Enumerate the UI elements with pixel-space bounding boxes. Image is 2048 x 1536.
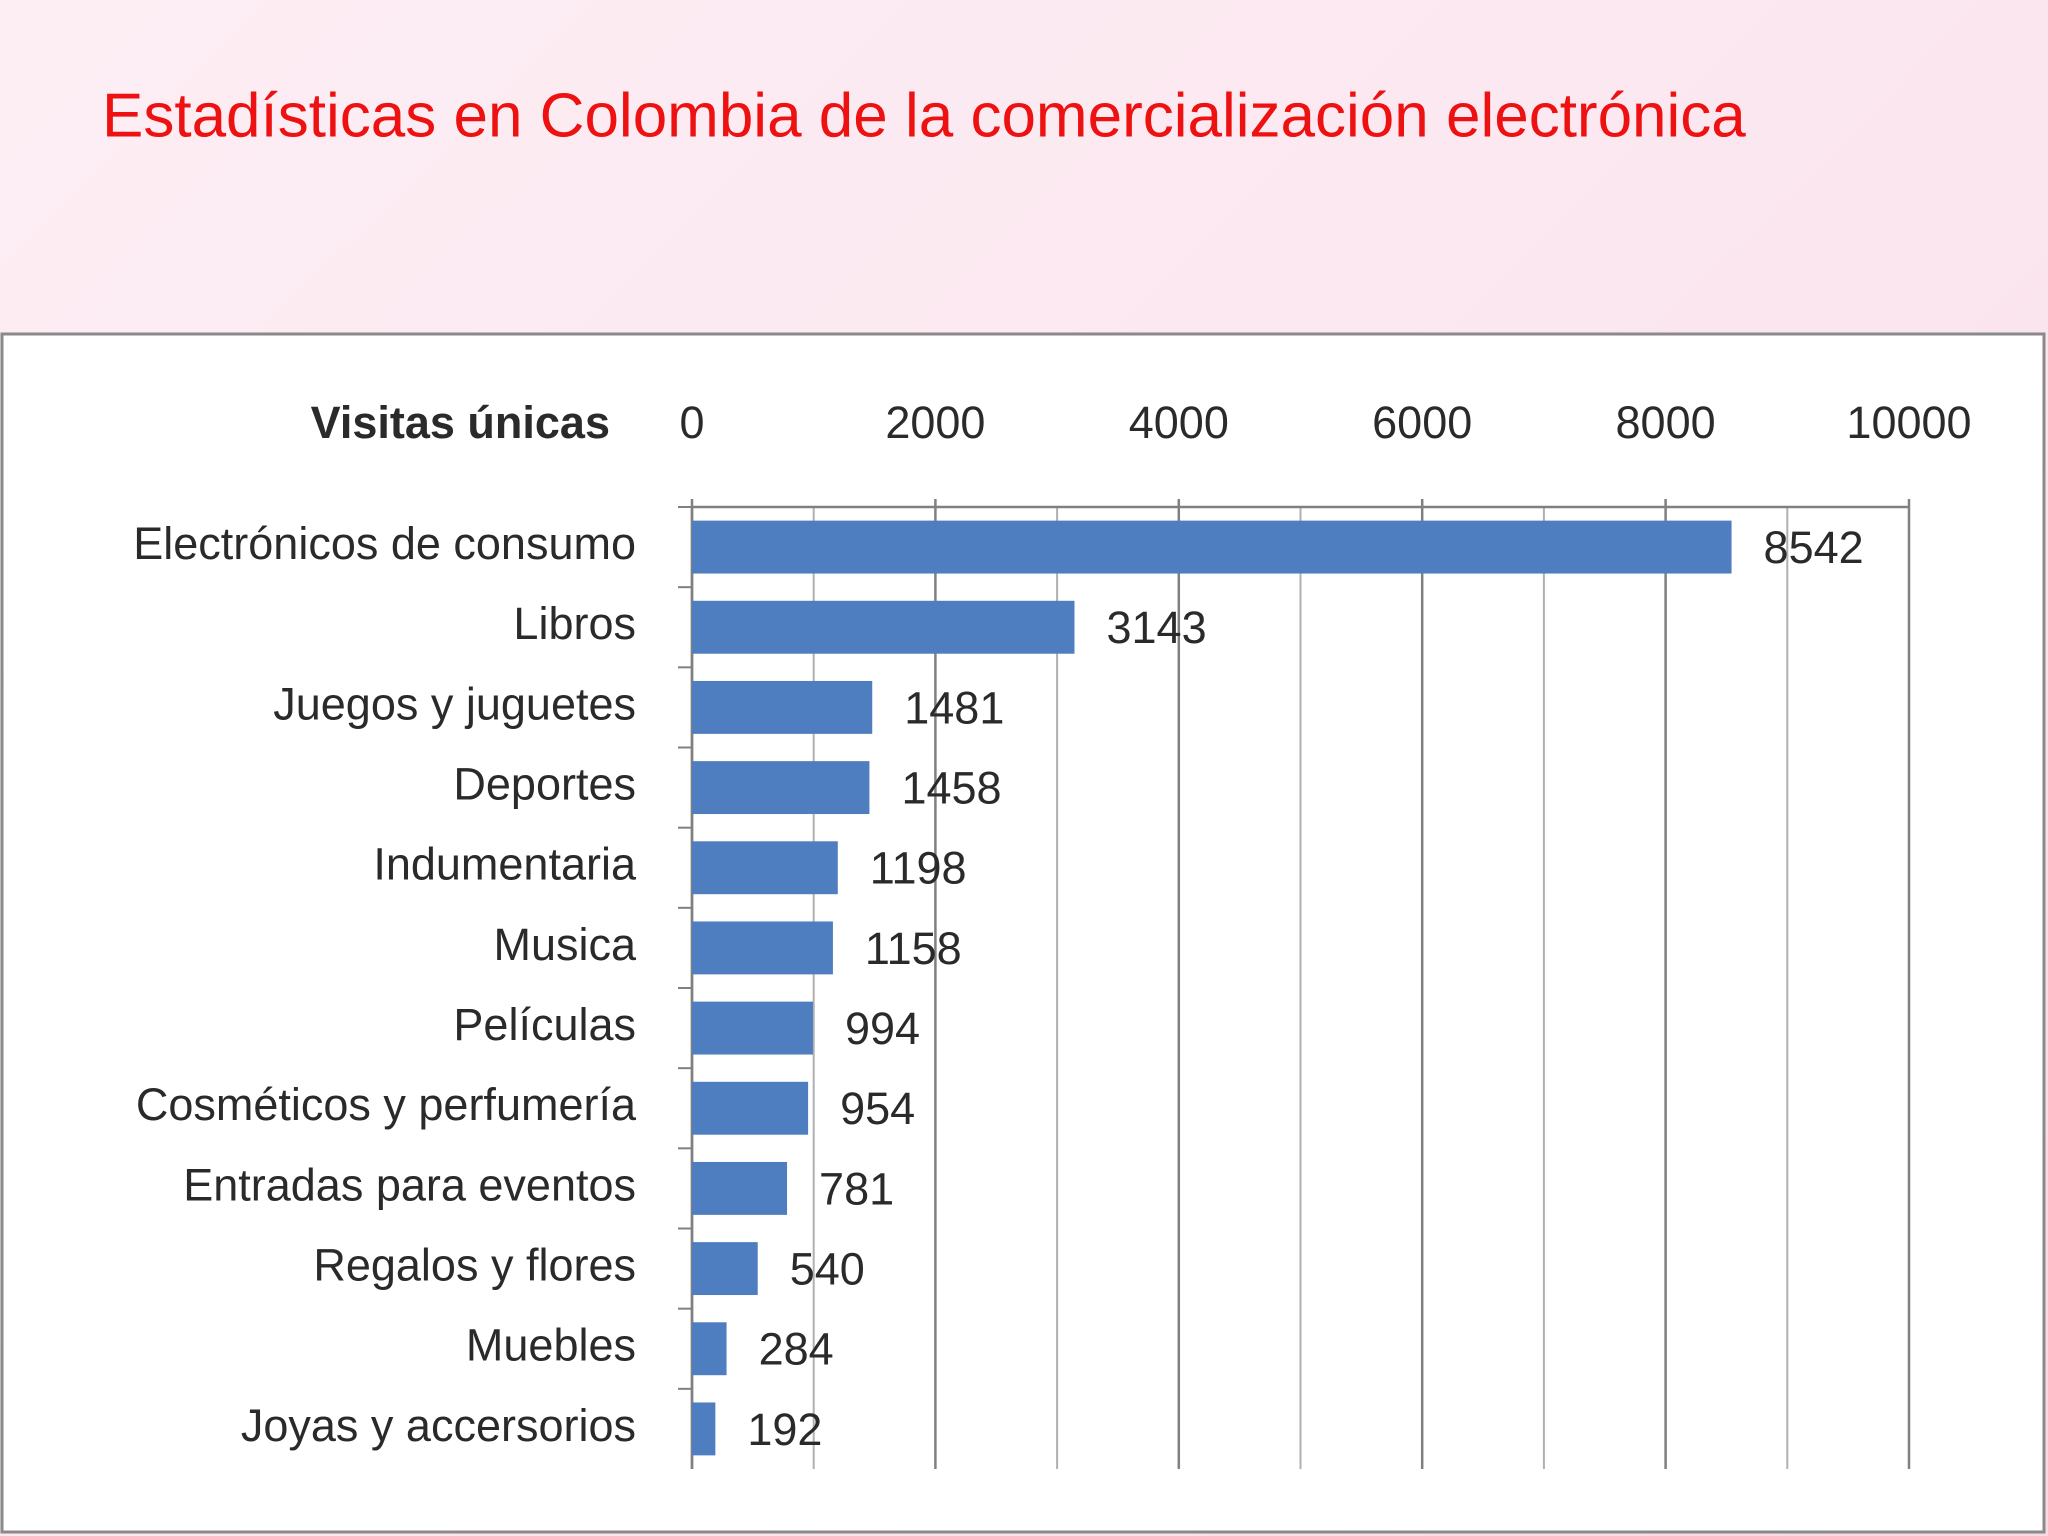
bar bbox=[692, 1402, 716, 1456]
value-label: 1158 bbox=[865, 923, 962, 974]
value-label: 1481 bbox=[904, 682, 1004, 733]
bar bbox=[692, 1242, 758, 1296]
chart-area bbox=[0, 332, 2046, 1534]
bar bbox=[692, 600, 1075, 654]
bar bbox=[692, 1001, 813, 1055]
x-tick-label: 6000 bbox=[1372, 397, 1472, 448]
value-label: 1198 bbox=[870, 843, 967, 894]
value-label: 1458 bbox=[901, 762, 1001, 813]
y-tick-label: Muebles bbox=[466, 1320, 636, 1371]
value-label: 284 bbox=[759, 1324, 834, 1375]
value-label: 3143 bbox=[1107, 602, 1207, 653]
x-tick-label: 2000 bbox=[885, 397, 985, 448]
value-label: 192 bbox=[747, 1404, 822, 1455]
value-label: 540 bbox=[790, 1243, 865, 1294]
y-tick-label: Juegos y juguetes bbox=[273, 678, 636, 729]
bar bbox=[692, 1081, 809, 1135]
bar bbox=[692, 680, 873, 734]
y-tick-label: Regalos y flores bbox=[313, 1239, 636, 1290]
bar bbox=[692, 761, 870, 815]
bar bbox=[692, 841, 838, 895]
y-tick-label: Deportes bbox=[453, 758, 636, 809]
y-tick-label: Entradas para eventos bbox=[183, 1159, 636, 1210]
value-label: 994 bbox=[845, 1003, 920, 1054]
y-tick-label: Indumentaria bbox=[373, 839, 637, 890]
y-tick-label: Cosméticos y perfumería bbox=[136, 1079, 637, 1130]
x-tick-label: 8000 bbox=[1616, 397, 1716, 448]
y-tick-label: Películas bbox=[453, 999, 636, 1050]
value-label: 8542 bbox=[1764, 522, 1864, 573]
x-tick-label: 4000 bbox=[1129, 397, 1229, 448]
x-tick-label: 10000 bbox=[1846, 397, 1971, 448]
bar bbox=[692, 520, 1732, 574]
y-tick-label: Electrónicos de consumo bbox=[133, 518, 636, 569]
value-label: 954 bbox=[840, 1083, 915, 1134]
y-tick-label: Libros bbox=[513, 598, 636, 649]
x-axis-title: Visitas únicas bbox=[311, 397, 610, 448]
bar bbox=[692, 921, 833, 975]
bar bbox=[692, 1161, 788, 1215]
y-tick-label: Joyas y accersorios bbox=[241, 1400, 636, 1451]
y-tick-label: Musica bbox=[493, 919, 637, 970]
x-tick-label: 0 bbox=[679, 397, 704, 448]
chart-title: Estadísticas en Colombia de la comercial… bbox=[102, 81, 1746, 150]
bar bbox=[692, 1322, 727, 1376]
value-label: 781 bbox=[819, 1163, 894, 1214]
